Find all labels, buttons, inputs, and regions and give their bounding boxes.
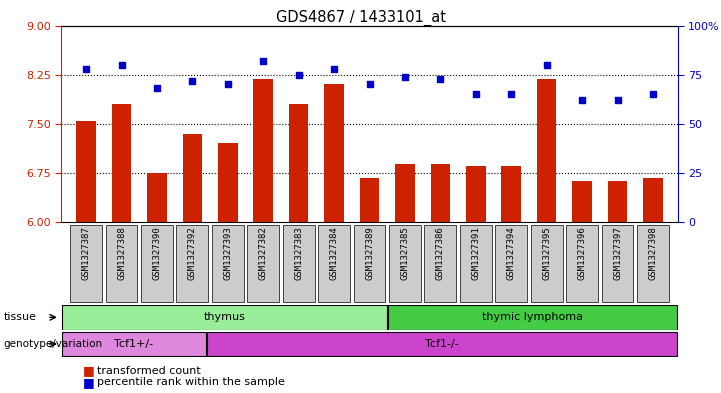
Text: GSM1327385: GSM1327385 — [400, 226, 410, 280]
Text: GSM1327398: GSM1327398 — [648, 226, 658, 280]
Text: thymus: thymus — [203, 312, 245, 322]
Text: GSM1327383: GSM1327383 — [294, 226, 303, 280]
Text: tissue: tissue — [4, 312, 37, 322]
Text: transformed count: transformed count — [97, 365, 201, 376]
Text: GSM1327386: GSM1327386 — [436, 226, 445, 280]
FancyBboxPatch shape — [353, 225, 386, 302]
FancyBboxPatch shape — [141, 225, 173, 302]
Text: Tcf1-/-: Tcf1-/- — [425, 339, 459, 349]
Text: percentile rank within the sample: percentile rank within the sample — [97, 377, 286, 387]
Bar — [537, 79, 557, 222]
Point — [293, 72, 304, 78]
Bar — [572, 182, 592, 222]
Point — [505, 91, 517, 97]
Bar — [218, 143, 237, 222]
Text: Tcf1+/-: Tcf1+/- — [114, 339, 154, 349]
Point — [187, 77, 198, 84]
FancyBboxPatch shape — [70, 225, 102, 302]
FancyBboxPatch shape — [389, 225, 421, 302]
Point — [80, 66, 92, 72]
Point — [435, 75, 446, 82]
Text: ■: ■ — [83, 376, 94, 389]
FancyBboxPatch shape — [105, 225, 138, 302]
Text: GSM1327387: GSM1327387 — [81, 226, 91, 280]
Bar — [360, 178, 379, 222]
Text: GSM1327390: GSM1327390 — [152, 226, 162, 280]
Bar — [254, 79, 273, 222]
Point — [364, 81, 376, 88]
Bar — [395, 164, 415, 222]
FancyBboxPatch shape — [601, 225, 634, 302]
Text: GSM1327393: GSM1327393 — [224, 226, 232, 280]
Text: GSM1327392: GSM1327392 — [188, 226, 197, 280]
Point — [151, 85, 163, 92]
Text: genotype/variation: genotype/variation — [4, 339, 102, 349]
Bar — [289, 104, 309, 222]
Bar — [324, 84, 344, 222]
Point — [222, 81, 234, 88]
Bar — [112, 104, 131, 222]
Text: GSM1327395: GSM1327395 — [542, 226, 551, 280]
FancyBboxPatch shape — [62, 332, 206, 356]
Text: GSM1327394: GSM1327394 — [507, 226, 516, 280]
Point — [399, 73, 411, 80]
Bar — [502, 166, 521, 222]
Bar — [182, 134, 202, 222]
FancyBboxPatch shape — [62, 305, 387, 330]
Point — [328, 66, 340, 72]
FancyBboxPatch shape — [388, 305, 677, 330]
FancyBboxPatch shape — [495, 225, 527, 302]
Point — [541, 62, 552, 68]
Text: GSM1327391: GSM1327391 — [472, 226, 480, 280]
Text: GDS4867 / 1433101_at: GDS4867 / 1433101_at — [275, 10, 446, 26]
FancyBboxPatch shape — [531, 225, 562, 302]
FancyBboxPatch shape — [637, 225, 669, 302]
Point — [116, 62, 128, 68]
FancyBboxPatch shape — [207, 332, 677, 356]
Point — [576, 97, 588, 103]
Point — [647, 91, 659, 97]
FancyBboxPatch shape — [566, 225, 598, 302]
FancyBboxPatch shape — [318, 225, 350, 302]
Text: ■: ■ — [83, 364, 94, 377]
Bar — [147, 173, 167, 222]
Point — [611, 97, 623, 103]
FancyBboxPatch shape — [283, 225, 314, 302]
Bar — [430, 164, 450, 222]
FancyBboxPatch shape — [247, 225, 279, 302]
Bar — [76, 121, 96, 222]
FancyBboxPatch shape — [425, 225, 456, 302]
Text: GSM1327397: GSM1327397 — [613, 226, 622, 280]
Text: thymic lymphoma: thymic lymphoma — [482, 312, 583, 322]
FancyBboxPatch shape — [460, 225, 492, 302]
Text: GSM1327384: GSM1327384 — [329, 226, 339, 280]
FancyBboxPatch shape — [177, 225, 208, 302]
Bar — [608, 182, 627, 222]
Text: GSM1327396: GSM1327396 — [578, 226, 587, 280]
Point — [470, 91, 482, 97]
Text: GSM1327388: GSM1327388 — [117, 226, 126, 280]
Bar — [466, 166, 485, 222]
Point — [257, 58, 269, 64]
Text: GSM1327382: GSM1327382 — [259, 226, 267, 280]
FancyBboxPatch shape — [212, 225, 244, 302]
Text: GSM1327389: GSM1327389 — [365, 226, 374, 280]
Bar — [643, 178, 663, 222]
